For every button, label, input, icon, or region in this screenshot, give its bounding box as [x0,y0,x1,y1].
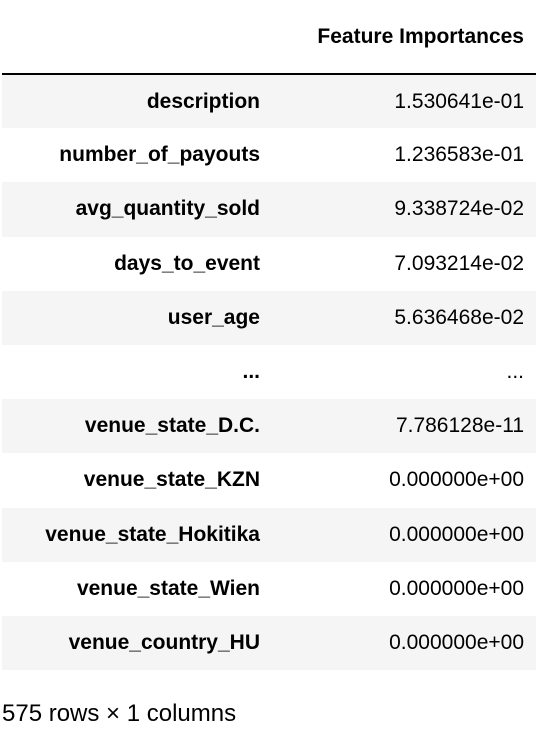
table-header: Feature Importances [2,0,536,75]
table-row: days_to_event 7.093214e-02 [2,237,536,291]
row-value: 0.000000e+00 [389,576,524,600]
table-row: venue_state_Hokitika 0.000000e+00 [2,507,536,562]
dataframe-output: Feature Importances description 1.530641… [2,0,536,671]
row-index-label: ... [242,360,260,384]
row-index-label: venue_state_Wien [76,576,260,600]
index-header [2,0,268,75]
table-row-ellipsis: ... ... [2,345,536,399]
row-value: 0.000000e+00 [389,522,524,546]
row-value: 7.093214e-02 [394,251,524,275]
table-row: venue_state_D.C. 7.786128e-11 [2,399,536,454]
row-value: 0.000000e+00 [389,468,524,492]
row-index-label: user_age [167,305,260,329]
row-value: ... [506,360,524,384]
row-index-label: avg_quantity_sold [75,197,260,221]
row-value: 0.000000e+00 [389,630,524,654]
row-index-label: venue_state_D.C. [84,414,260,438]
dataframe-shape-note: 575 rows × 1 columns [2,700,237,727]
row-index-label: venue_country_HU [68,630,260,654]
row-index-label: venue_state_KZN [83,468,260,492]
row-index-label: venue_state_Hokitika [45,522,260,546]
header-row: Feature Importances [2,0,536,75]
table-row: description 1.530641e-01 [2,74,536,129]
table-row: number_of_payouts 1.236583e-01 [2,128,536,182]
table-row: venue_state_KZN 0.000000e+00 [2,453,536,507]
row-value: 1.236583e-01 [394,143,524,167]
column-header-feature-importances: Feature Importances [268,0,536,75]
table-body: description 1.530641e-01 number_of_payou… [2,74,536,671]
row-index-label: description [146,89,260,113]
table-row: avg_quantity_sold 9.338724e-02 [2,182,536,237]
row-index-label: days_to_event [114,251,260,275]
table-row: user_age 5.636468e-02 [2,290,536,345]
row-index-label: number_of_payouts [59,143,260,167]
row-value: 9.338724e-02 [394,197,524,221]
dataframe-table: Feature Importances description 1.530641… [2,0,536,671]
table-row: venue_country_HU 0.000000e+00 [2,615,536,671]
table-row: venue_state_Wien 0.000000e+00 [2,562,536,616]
row-value: 7.786128e-11 [395,414,524,438]
row-value: 1.530641e-01 [394,89,524,113]
row-value: 5.636468e-02 [394,305,524,329]
